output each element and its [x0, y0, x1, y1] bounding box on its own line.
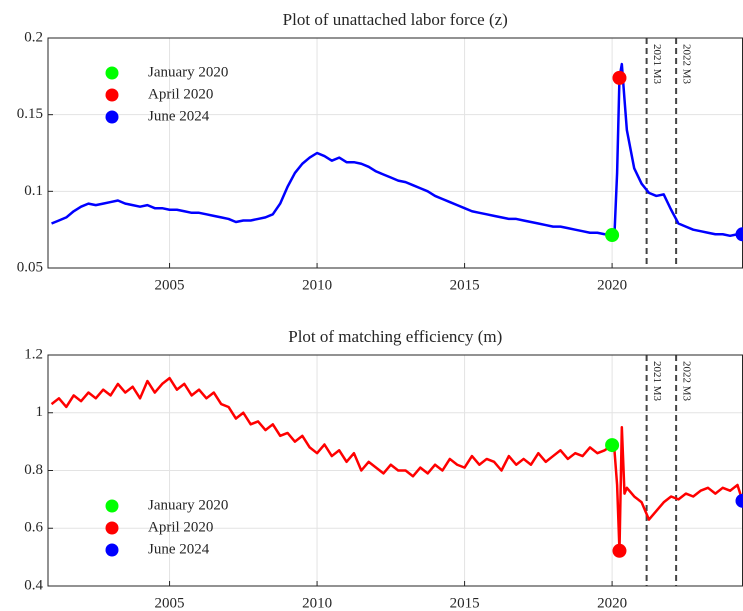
- highlight-marker: [612, 70, 627, 85]
- legend-label: April 2020: [148, 86, 213, 102]
- highlight-marker: [612, 543, 627, 558]
- y-tick-label: 0.4: [24, 577, 43, 593]
- data-line: [50, 376, 743, 553]
- x-tick-label: 2005: [155, 595, 185, 611]
- y-tick-label: 0.1: [24, 183, 43, 199]
- x-tick-label: 2020: [597, 277, 627, 293]
- x-tick-label: 2015: [450, 277, 480, 293]
- reference-label: 2021 M3: [651, 361, 663, 402]
- y-tick-label: 1: [36, 404, 44, 420]
- highlight-marker: [605, 438, 620, 453]
- plot-area: [48, 38, 743, 268]
- legend-marker: [105, 499, 119, 513]
- legend-marker: [105, 88, 119, 102]
- highlight-marker: [735, 227, 743, 242]
- legend-marker: [105, 66, 119, 80]
- legend-marker: [105, 110, 119, 124]
- chart-title: Plot of unattached labor force (z): [283, 10, 508, 29]
- highlight-marker: [605, 228, 620, 243]
- reference-label: 2022 M3: [681, 361, 693, 402]
- data-line: [51, 62, 743, 238]
- x-tick-label: 2015: [450, 595, 480, 611]
- reference-label: 2022 M3: [681, 44, 693, 85]
- legend-label: April 2020: [148, 519, 213, 535]
- legend-marker: [105, 521, 119, 535]
- y-tick-label: 0.05: [17, 259, 43, 275]
- x-tick-label: 2020: [597, 595, 627, 611]
- legend-label: June 2024: [148, 541, 210, 557]
- reference-label: 2021 M3: [651, 44, 663, 85]
- legend-label: January 2020: [148, 497, 228, 513]
- x-tick-label: 2010: [302, 595, 332, 611]
- y-tick-label: 0.15: [17, 106, 43, 122]
- highlight-marker: [735, 493, 743, 508]
- x-tick-label: 2005: [155, 277, 185, 293]
- x-tick-label: 2010: [302, 277, 332, 293]
- legend-marker: [105, 543, 119, 557]
- y-tick-label: 0.8: [24, 462, 43, 478]
- y-tick-label: 0.6: [24, 520, 43, 536]
- y-tick-label: 0.2: [24, 29, 43, 45]
- legend-label: January 2020: [148, 64, 228, 80]
- legend-label: June 2024: [148, 108, 210, 124]
- chart-title: Plot of matching efficiency (m): [288, 327, 502, 346]
- y-tick-label: 1.2: [24, 346, 43, 362]
